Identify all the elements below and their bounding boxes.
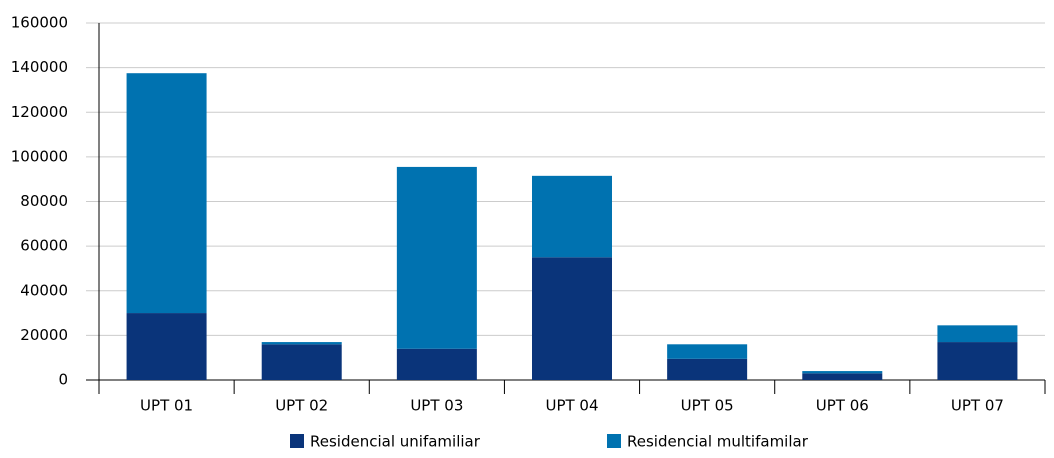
legend-swatch xyxy=(290,434,304,448)
bar-segment xyxy=(532,257,612,380)
y-tick-label: 140000 xyxy=(11,58,68,76)
y-tick-label: 100000 xyxy=(11,147,68,165)
bar-segment xyxy=(261,342,342,345)
x-tick-label: UPT 07 xyxy=(951,397,1004,415)
legend-label: Residencial multifamilar xyxy=(627,433,809,451)
bar-segment xyxy=(396,166,477,349)
bar-segment xyxy=(126,73,207,314)
bar-segment xyxy=(261,344,342,380)
bar-segment xyxy=(667,344,748,359)
bar-segment xyxy=(396,348,477,380)
bar-segment xyxy=(532,175,612,258)
x-tick-label: UPT 01 xyxy=(140,397,193,415)
legend-label: Residencial unifamiliar xyxy=(310,433,481,451)
legend-swatch xyxy=(607,434,621,448)
x-tick-label: UPT 04 xyxy=(545,397,598,415)
bar-segment xyxy=(802,371,883,374)
bar-segment xyxy=(667,358,748,380)
x-tick-label: UPT 03 xyxy=(410,397,463,415)
y-tick-label: 60000 xyxy=(20,237,68,255)
y-tick-label: 40000 xyxy=(20,281,68,299)
bar-segment xyxy=(937,325,1018,343)
x-tick-label: UPT 05 xyxy=(681,397,734,415)
bar-segment xyxy=(126,313,207,380)
y-tick-label: 160000 xyxy=(11,14,68,32)
x-tick-label: UPT 02 xyxy=(275,397,328,415)
y-tick-label: 20000 xyxy=(20,326,68,344)
bar-segment xyxy=(937,342,1018,380)
bar-segment xyxy=(802,373,883,380)
x-tick-label: UPT 06 xyxy=(816,397,869,415)
y-tick-label: 80000 xyxy=(20,192,68,210)
y-tick-label: 120000 xyxy=(11,103,68,121)
y-tick-label: 0 xyxy=(58,371,68,389)
